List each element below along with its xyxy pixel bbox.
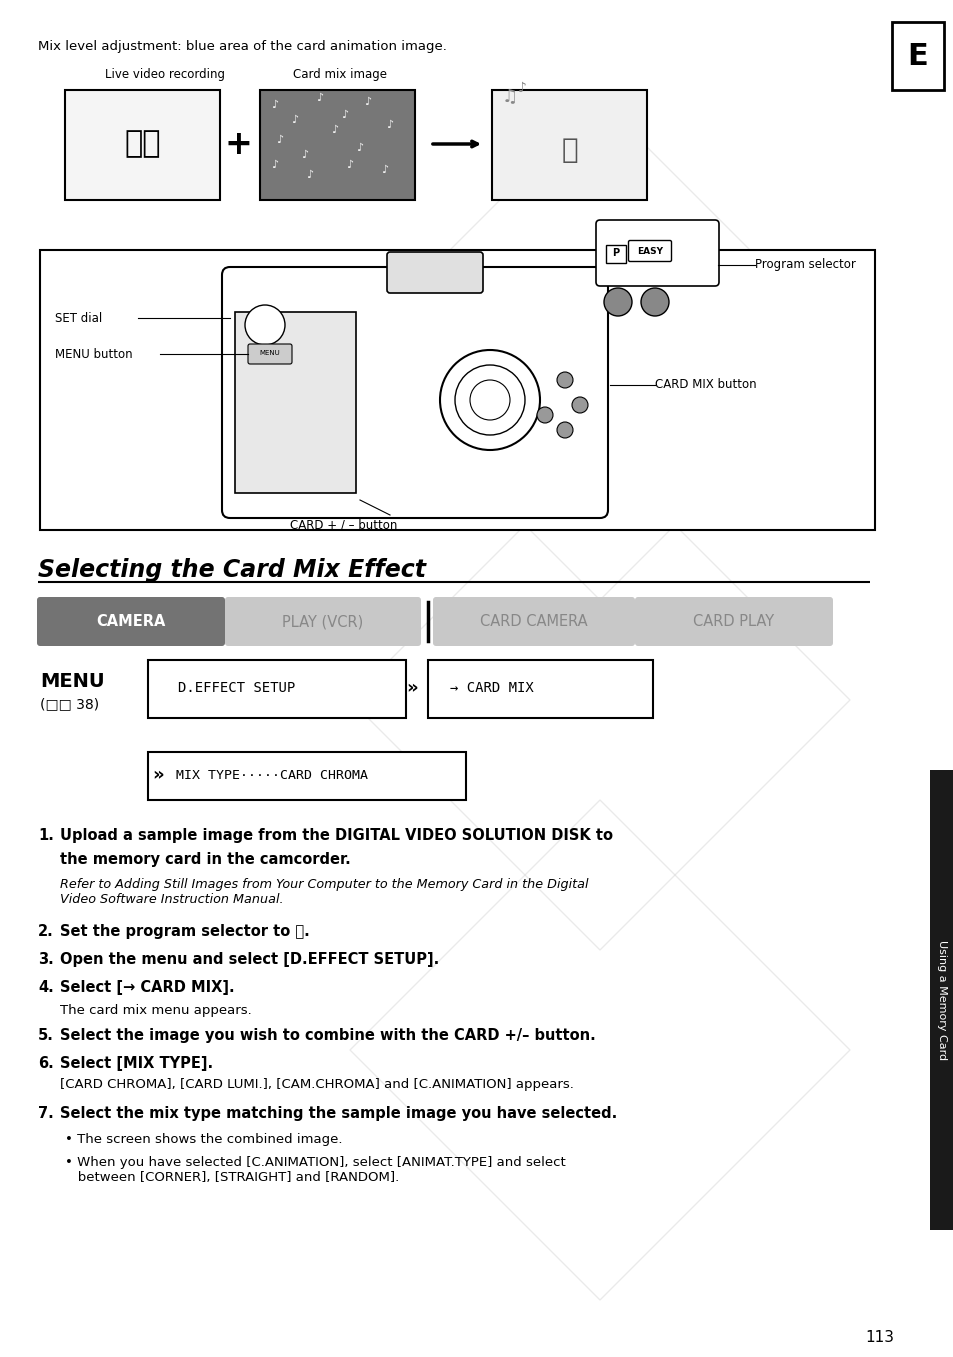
- Bar: [929, 769, 953, 801]
- Circle shape: [537, 407, 553, 423]
- Text: P: P: [612, 248, 618, 258]
- Text: ♪: ♪: [356, 142, 363, 153]
- Text: ♪: ♪: [306, 170, 314, 180]
- Text: 👶⚽: 👶⚽: [125, 129, 161, 159]
- Text: E: E: [906, 42, 927, 71]
- Text: »: »: [152, 765, 164, 784]
- Text: D.EFFECT SETUP: D.EFFECT SETUP: [178, 681, 294, 695]
- Text: 4.: 4.: [38, 980, 53, 995]
- Text: the memory card in the camcorder.: the memory card in the camcorder.: [60, 852, 351, 867]
- Circle shape: [557, 422, 573, 438]
- Text: CARD MIX button: CARD MIX button: [655, 379, 756, 391]
- Text: 113: 113: [864, 1330, 894, 1345]
- FancyBboxPatch shape: [37, 597, 225, 646]
- FancyBboxPatch shape: [433, 597, 635, 646]
- Circle shape: [245, 305, 285, 345]
- Text: MENU: MENU: [40, 672, 105, 691]
- Text: ♪: ♪: [291, 115, 298, 125]
- Text: ♪: ♪: [381, 166, 388, 175]
- Text: CARD + / – button: CARD + / – button: [290, 518, 397, 531]
- FancyBboxPatch shape: [387, 252, 482, 293]
- FancyBboxPatch shape: [225, 597, 420, 646]
- Circle shape: [572, 398, 587, 413]
- Text: ♪: ♪: [272, 100, 278, 110]
- Circle shape: [640, 288, 668, 316]
- Text: 3.: 3.: [38, 953, 53, 968]
- Text: Select [MIX TYPE].: Select [MIX TYPE].: [60, 1056, 213, 1071]
- Text: »: »: [406, 678, 417, 697]
- FancyBboxPatch shape: [148, 752, 465, 801]
- Text: Select the image you wish to combine with the CARD +/– button.: Select the image you wish to combine wit…: [60, 1029, 595, 1044]
- Text: ♪: ♪: [364, 96, 371, 107]
- Text: PLAY (VCR): PLAY (VCR): [282, 613, 363, 630]
- Text: Select [→ CARD MIX].: Select [→ CARD MIX].: [60, 980, 234, 995]
- Text: ♪: ♪: [386, 119, 394, 130]
- FancyBboxPatch shape: [248, 345, 292, 364]
- Text: +: +: [224, 128, 252, 160]
- Text: ♫: ♫: [501, 88, 517, 106]
- Text: 7.: 7.: [38, 1106, 53, 1121]
- FancyBboxPatch shape: [65, 90, 220, 199]
- Text: Upload a sample image from the DIGITAL VIDEO SOLUTION DISK to: Upload a sample image from the DIGITAL V…: [60, 828, 613, 843]
- Text: Mix level adjustment: blue area of the card animation image.: Mix level adjustment: blue area of the c…: [38, 39, 446, 53]
- Text: CAMERA: CAMERA: [96, 613, 166, 630]
- Text: 2.: 2.: [38, 924, 53, 939]
- Text: Select the mix type matching the sample image you have selected.: Select the mix type matching the sample …: [60, 1106, 617, 1121]
- Text: 1.: 1.: [38, 828, 53, 843]
- Text: ♪: ♪: [346, 160, 354, 170]
- FancyBboxPatch shape: [628, 240, 671, 262]
- FancyBboxPatch shape: [222, 267, 607, 518]
- Text: ♪: ♪: [341, 110, 348, 119]
- Text: MENU: MENU: [259, 350, 280, 356]
- Text: ♪: ♪: [301, 151, 308, 160]
- Text: Live video recording: Live video recording: [105, 68, 225, 81]
- Text: (□□ 38): (□□ 38): [40, 697, 99, 711]
- Text: EASY: EASY: [637, 247, 662, 255]
- FancyBboxPatch shape: [234, 312, 355, 493]
- Text: [CARD CHROMA], [CARD LUMI.], [CAM.CHROMA] and [C.ANIMATION] appears.: [CARD CHROMA], [CARD LUMI.], [CAM.CHROMA…: [60, 1077, 574, 1091]
- Text: CARD PLAY: CARD PLAY: [693, 613, 774, 630]
- FancyBboxPatch shape: [40, 250, 874, 531]
- Text: Program selector: Program selector: [754, 258, 855, 271]
- Text: Open the menu and select [D.EFFECT SETUP].: Open the menu and select [D.EFFECT SETUP…: [60, 953, 438, 968]
- Circle shape: [603, 288, 631, 316]
- Text: ♪: ♪: [331, 125, 338, 134]
- Text: Card mix image: Card mix image: [293, 68, 387, 81]
- Text: 5.: 5.: [38, 1029, 53, 1044]
- FancyBboxPatch shape: [428, 660, 652, 718]
- Text: Refer to Adding Still Images from Your Computer to the Memory Card in the Digita: Refer to Adding Still Images from Your C…: [60, 878, 588, 906]
- Text: Using a Memory Card: Using a Memory Card: [936, 940, 946, 1060]
- Text: The card mix menu appears.: The card mix menu appears.: [60, 1004, 252, 1016]
- FancyBboxPatch shape: [596, 220, 719, 286]
- Text: • When you have selected [C.ANIMATION], select [ANIMAT.TYPE] and select
   betwe: • When you have selected [C.ANIMATION], …: [65, 1156, 565, 1185]
- Text: ♪: ♪: [316, 94, 323, 103]
- Text: 👶: 👶: [561, 136, 578, 164]
- FancyBboxPatch shape: [891, 22, 943, 90]
- FancyBboxPatch shape: [492, 90, 646, 199]
- Text: MIX TYPE·····CARD CHROMA: MIX TYPE·····CARD CHROMA: [175, 768, 368, 782]
- FancyBboxPatch shape: [148, 660, 406, 718]
- Text: ♪: ♪: [276, 134, 283, 145]
- Text: ♪: ♪: [272, 160, 278, 170]
- Text: SET dial: SET dial: [55, 312, 102, 324]
- Text: ♪: ♪: [517, 81, 526, 95]
- Circle shape: [557, 372, 573, 388]
- Text: MENU button: MENU button: [55, 347, 132, 361]
- Bar: [929, 769, 953, 1229]
- Text: Set the program selector to Ⓟ.: Set the program selector to Ⓟ.: [60, 924, 310, 939]
- Text: Selecting the Card Mix Effect: Selecting the Card Mix Effect: [38, 558, 426, 582]
- Text: CARD CAMERA: CARD CAMERA: [479, 613, 587, 630]
- FancyBboxPatch shape: [635, 597, 832, 646]
- Text: 6.: 6.: [38, 1056, 53, 1071]
- FancyBboxPatch shape: [260, 90, 415, 199]
- FancyBboxPatch shape: [605, 246, 625, 263]
- Text: • The screen shows the combined image.: • The screen shows the combined image.: [65, 1133, 342, 1147]
- Text: → CARD MIX: → CARD MIX: [450, 681, 533, 695]
